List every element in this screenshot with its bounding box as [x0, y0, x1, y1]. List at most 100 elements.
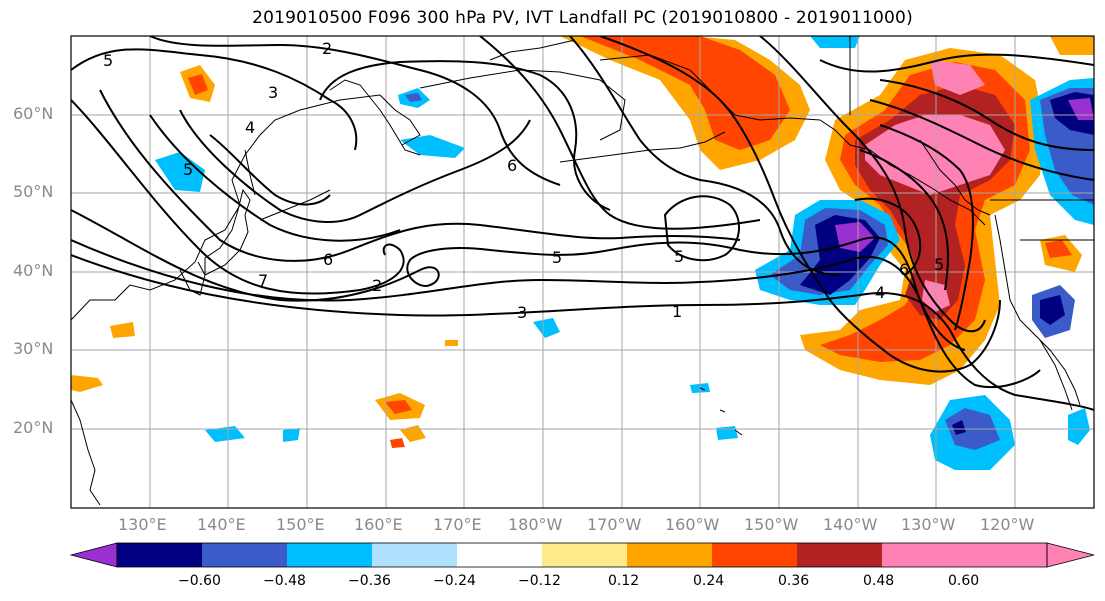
pv-contour-13 [569, 36, 841, 276]
colorbar-tick-label: 0.48 [863, 573, 895, 589]
lat-label-60n: 60°N [13, 104, 54, 123]
lon-label-170w: 170°W [587, 515, 642, 534]
contour-label: 5 [183, 160, 193, 179]
colorbar-tick-label: −0.60 [178, 573, 221, 589]
contour-label: 6 [899, 260, 909, 279]
colorbar-tick-label: 0.60 [948, 573, 980, 589]
pv-contour-9 [71, 48, 358, 151]
negative-anomaly-tropical2 [283, 428, 300, 442]
pv-contour-3 [71, 209, 966, 351]
pv-contour-17 [854, 197, 922, 276]
pv-contour-22 [859, 149, 949, 291]
positive-anomaly-ph-sea [71, 375, 103, 392]
lon-label-140w: 140°W [823, 515, 878, 534]
contour-label: 5 [674, 247, 684, 266]
colorbar-bin [882, 543, 967, 567]
asia-coast [71, 94, 421, 321]
contour-label: 6 [323, 250, 333, 269]
colorbar-bin [797, 543, 882, 567]
contour-label: 6 [507, 156, 517, 175]
philippines [71, 399, 101, 506]
contour-label: 2 [372, 276, 382, 295]
pv-contour-12 [479, 36, 761, 230]
colorbar-bin [117, 543, 202, 567]
positive-anomaly-south-china [110, 322, 135, 338]
negative-anomaly-aleutian [810, 36, 860, 48]
lat-label-20n: 20°N [13, 418, 54, 437]
map-frame [70, 35, 1095, 509]
contour-label: 7 [258, 271, 268, 290]
contour-label: 5 [103, 51, 113, 70]
map-title: 2019010500 F096 300 hPa PV, IVT Landfall… [252, 8, 913, 28]
pv-contour-14 [663, 195, 741, 262]
kurils [259, 189, 331, 221]
negative-anomaly-cal-core [1040, 295, 1065, 325]
lon-label-160w: 160°W [665, 515, 720, 534]
pv-contours [71, 36, 1094, 411]
lat-label-50n: 50°N [13, 182, 54, 201]
negative-anomaly-kuril [400, 135, 465, 158]
baja [1039, 339, 1073, 411]
colorbar-bin [967, 543, 1047, 567]
positive-anomaly-coast-max [865, 115, 1005, 195]
colorbar-bin [542, 543, 627, 567]
pv-contour-10 [149, 36, 561, 186]
negative-anomaly-tropical1 [205, 426, 245, 442]
colorbar-outline [116, 542, 1048, 568]
lon-label-130e: 130°E [118, 515, 167, 534]
lon-label-160e: 160°E [354, 515, 403, 534]
pv-contour-21 [819, 53, 1094, 73]
positive-anomaly-midpac-core [385, 400, 412, 414]
pv-contour-6 [149, 114, 401, 242]
contour-label: 3 [268, 83, 278, 102]
positive-anomaly-north [930, 60, 985, 95]
pv-contour-15 [599, 36, 1001, 373]
colorbar-bin [627, 543, 712, 567]
colorbar-tick-label: −0.12 [518, 573, 561, 589]
contour-label: 1 [672, 302, 682, 321]
graticule [71, 36, 1094, 508]
map-plot-area: 5 2 3 4 5 6 5 5 2 7 6 3 1 6 4 5 [71, 36, 1094, 508]
positive-anomaly-cal-core [1045, 240, 1072, 258]
lon-label-120w: 120°W [980, 515, 1035, 534]
pv-contour-16 [759, 36, 986, 333]
colorbar-bin [712, 543, 797, 567]
contour-label: 3 [517, 303, 527, 322]
contour-label: 2 [322, 39, 332, 58]
lat-label-40n: 40°N [13, 261, 54, 280]
negative-anomaly-subtropic-max [952, 420, 966, 435]
colorbar-tick-label: 0.24 [693, 573, 725, 589]
contour-label: 5 [552, 248, 562, 267]
korea [179, 261, 206, 296]
colorbar-tick-label: 0.12 [608, 573, 640, 589]
colorbar-tick-label: −0.24 [433, 573, 476, 589]
contour-label: 5 [934, 255, 944, 274]
lon-label-150e: 150°E [276, 515, 325, 534]
us-west-coast [994, 214, 1081, 406]
contour-label: 4 [875, 283, 885, 302]
pv-contour-5 [99, 89, 741, 262]
colorbar [69, 542, 1095, 568]
positive-anomaly-kamchatka-core [188, 74, 208, 95]
negative-anomaly-baja [1068, 408, 1090, 445]
us-border [990, 199, 1094, 241]
pv-contour-1 [71, 254, 1094, 411]
colorbar-bin [457, 543, 542, 567]
pv-contour-11 [319, 60, 611, 211]
pv-contour-18 [879, 79, 1094, 151]
lon-label-130w: 130°W [901, 515, 956, 534]
negative-anomaly-midpac [533, 318, 560, 338]
negative-anomaly-sakhalin [155, 152, 205, 192]
contour-label-group: 5 2 3 4 5 6 5 5 2 7 6 3 1 6 4 5 [103, 39, 944, 322]
japan [204, 188, 251, 276]
lat-label-30n: 30°N [13, 339, 54, 358]
pv-contour-19 [869, 99, 1094, 181]
bering-coast [419, 39, 626, 141]
pv-contour-20 [879, 124, 974, 331]
colorbar-tick-label: −0.48 [263, 573, 306, 589]
negative-anomaly-okhotsk-core [405, 93, 422, 102]
colorbar-tick-label: 0.36 [778, 573, 810, 589]
colorbar-min-arrow [69, 542, 118, 568]
lon-label-140e: 140°E [197, 515, 246, 534]
